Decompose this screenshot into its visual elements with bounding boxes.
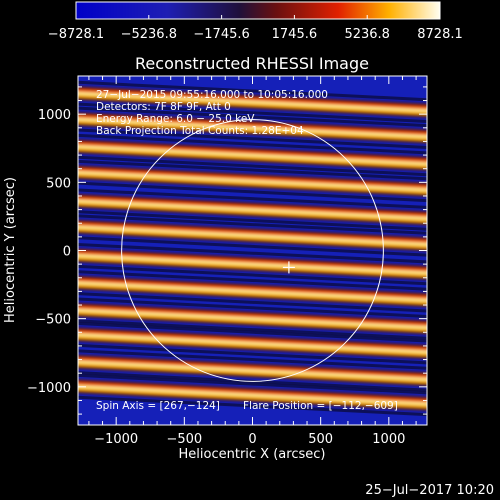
fringe-band	[78, 104, 427, 151]
fringe-band-fill	[78, 83, 427, 121]
fringe-band	[78, 295, 427, 342]
colorbar-tick-label: −1745.6	[193, 27, 249, 42]
x-tick-label: −1000	[94, 432, 138, 447]
fringe-trough	[78, 347, 427, 372]
colorbar-tick-label: −5236.8	[121, 27, 177, 42]
fringe-band-fill	[78, 216, 427, 255]
fringe-trough	[78, 295, 427, 320]
fringe-trough	[78, 153, 427, 179]
fringe-trough	[78, 371, 427, 397]
colorbar-ticks: −8728.1 −5236.8 −1745.6 1745.6 5236.8 8728.1	[48, 15, 463, 42]
solar-limb	[121, 119, 384, 382]
fringe-band-fill	[78, 245, 427, 283]
y-tick-label: −500	[35, 313, 71, 328]
spin-axis-marker	[282, 261, 295, 274]
y-tick-label: −1000	[27, 381, 71, 396]
info-energy-range: Energy Range: 6.0 − 25.0 keV	[96, 113, 255, 125]
fringe-trough	[78, 212, 427, 237]
fringe-trough	[78, 268, 427, 293]
fringe-band-fill	[78, 351, 427, 390]
fringe-trough	[78, 126, 427, 151]
fringe-trough	[78, 393, 427, 419]
y-tick-label: 500	[46, 176, 71, 191]
colorbar-tick-label: −8728.1	[48, 27, 104, 42]
fringe-band-fill	[78, 109, 427, 147]
axis-ticks	[78, 76, 427, 425]
fringe-trough	[78, 208, 427, 233]
x-tick-label: 500	[308, 432, 333, 447]
fringe-trough	[78, 100, 427, 126]
fringe-band-fill	[78, 162, 427, 200]
fringe-bands	[78, 78, 427, 419]
fringe-trough	[78, 186, 427, 211]
y-tick-labels: 1000 500 0 −500 −1000	[27, 108, 71, 396]
limb-circle	[121, 119, 384, 382]
fringe-band	[78, 241, 427, 288]
fringe-band	[78, 268, 427, 315]
fringe-trough	[78, 290, 427, 315]
fringe-band-fill	[78, 376, 427, 414]
colorbar-gradient	[75, 1, 441, 20]
y-axis-label: Heliocentric Y (arcsec)	[3, 177, 18, 323]
info-detectors: Detectors: 7F 8F 9F, Att 0	[96, 101, 231, 113]
fringe-trough	[78, 320, 427, 345]
fringe-trough	[78, 157, 427, 183]
flare-position-label: Flare Position = [−112,−609]	[243, 400, 398, 412]
x-tick-label: −500	[166, 432, 202, 447]
colorbar-tick-label: 5236.8	[344, 27, 390, 42]
x-axis-label: Heliocentric X (arcsec)	[179, 447, 326, 462]
x-tick-label: 1000	[372, 432, 405, 447]
info-time-range: 27−Jul−2015 09:55:16.000 to 10:05:16.000	[96, 89, 328, 101]
colorbar: −8728.1 −5236.8 −1745.6 1745.6 5236.8 8728.1	[48, 1, 463, 42]
chart-title: Reconstructed RHESSI Image	[135, 54, 369, 73]
fringe-band	[78, 78, 427, 126]
fringe-band	[78, 157, 427, 205]
fringe-band-fill	[78, 272, 427, 311]
y-tick-label: 1000	[38, 108, 71, 123]
y-tick-label: 0	[63, 245, 71, 260]
fringe-trough	[78, 241, 427, 266]
plot-area: 27−Jul−2015 09:55:16.000 to 10:05:16.000…	[77, 75, 428, 426]
fringe-band	[78, 186, 427, 233]
fringe-band-fill	[78, 300, 427, 338]
fringe-trough	[78, 104, 427, 130]
colorbar-tick-label: 8728.1	[417, 27, 463, 42]
x-tick-labels: −1000 −500 0 500 1000	[94, 432, 405, 447]
fringe-band-fill	[78, 136, 427, 174]
fringe-band-fill	[78, 190, 427, 229]
fringe-trough	[78, 234, 427, 259]
fringe-trough	[78, 179, 427, 205]
info-counts: Back Projection Total Counts: 1.28E+04	[96, 125, 304, 137]
fringe-band-fill	[78, 324, 427, 362]
fringe-trough	[78, 341, 427, 367]
colorbar-tick-label: 1745.6	[272, 27, 318, 42]
fringe-trough	[78, 262, 427, 288]
fringe-band	[78, 371, 427, 419]
fringe-band	[78, 320, 427, 367]
fringe-trough	[78, 131, 427, 157]
fringe-band	[78, 131, 427, 179]
spin-axis-label: Spin Axis = [267,−124]	[96, 400, 220, 412]
fringe-trough	[78, 317, 427, 342]
footer-date: 25−Jul−2017 10:20	[365, 483, 494, 498]
fringe-trough	[78, 78, 427, 104]
info-block: 27−Jul−2015 09:55:16.000 to 10:05:16.000…	[96, 89, 328, 137]
fringe-band	[78, 212, 427, 259]
x-tick-label: 0	[248, 432, 256, 447]
